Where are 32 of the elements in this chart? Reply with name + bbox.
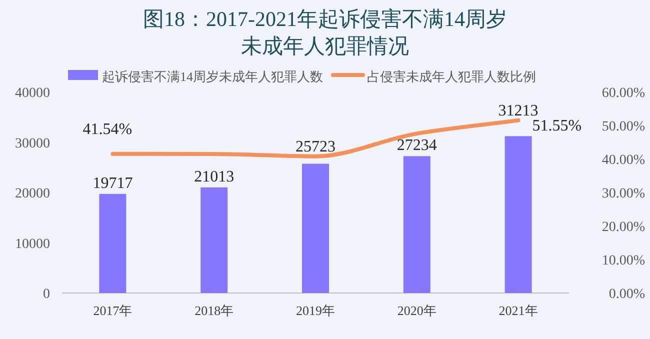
data-label: 27234 [396, 137, 437, 154]
x-tick-label: 2017年 [93, 303, 132, 318]
bar [403, 156, 430, 293]
title: 图18：2017-2021年起诉侵害不满14周岁未成年人犯罪情况 [143, 7, 507, 58]
y2-tick-label: 50.00% [602, 120, 646, 134]
bar [302, 164, 329, 293]
x-tick-label: 2020年 [397, 303, 436, 318]
y-tick-label: 10000 [15, 236, 50, 252]
data-label: 25723 [296, 138, 336, 156]
data-label: 41.54% [82, 120, 132, 138]
data-label: 51.55% [532, 117, 582, 134]
bar [200, 187, 228, 293]
y2-tick-label: 40.00% [602, 153, 646, 168]
y2-tick-label: 0.00% [608, 287, 646, 302]
y-tick-label: 30000 [15, 136, 50, 152]
legend-label: 起诉侵害不满14周岁未成年人犯罪人数 [102, 69, 323, 84]
y-tick-label: 20000 [15, 186, 50, 202]
x-tick-label: 2018年 [194, 303, 234, 318]
y-tick-label: 0 [43, 287, 50, 302]
legend-label: 占侵害未成年人犯罪人数比例 [367, 69, 536, 84]
y2-tick-label: 20.00% [602, 220, 646, 235]
y2-tick-label: 30.00% [602, 186, 646, 202]
bar [99, 194, 126, 293]
x-tick-label: 2021年 [498, 303, 538, 318]
data-label: 19717 [92, 174, 133, 192]
data-label: 21013 [194, 168, 234, 186]
y2-tick-label: 60.00% [602, 86, 646, 101]
y2-tick-label: 10.00% [602, 254, 646, 268]
bar [504, 136, 532, 293]
data-label: 31213 [498, 102, 538, 120]
x-tick-label: 2019年 [296, 303, 335, 318]
y-tick-label: 40000 [15, 86, 50, 101]
